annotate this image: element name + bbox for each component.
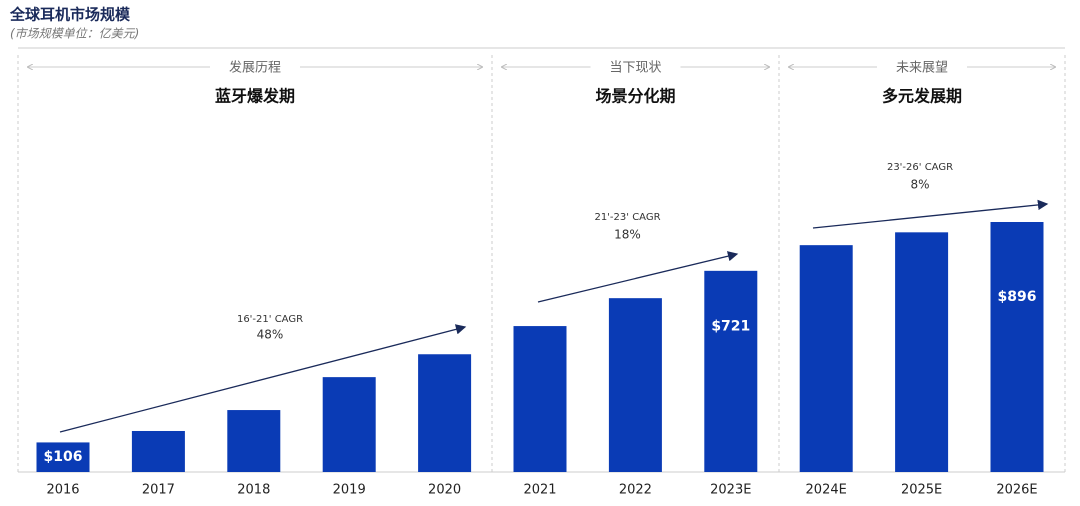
bar [418, 354, 472, 472]
bar [704, 270, 758, 472]
x-tick-label: 2018 [237, 483, 270, 498]
x-tick-label: 2021 [523, 483, 556, 498]
x-tick-label: 2023E [710, 483, 751, 498]
phase-title: 场景分化期 [595, 87, 675, 106]
x-tick-label: 2016 [46, 483, 79, 498]
x-tick-label: 2022 [619, 483, 652, 498]
bar [227, 410, 281, 472]
phase-label: 发展历程 [229, 60, 281, 76]
x-tick-label: 2025E [901, 483, 942, 498]
bar [131, 430, 185, 472]
cagr-arrow [59, 324, 467, 433]
cagr-arrow [537, 251, 739, 303]
bar [513, 326, 567, 472]
value-label: $896 [998, 289, 1037, 305]
cagr-value: 18% [614, 228, 641, 242]
cagr-label: 16'-21' CAGR [237, 314, 303, 325]
bar [990, 222, 1044, 472]
phase-label: 当下现状 [609, 61, 661, 76]
x-tick-label: 2017 [142, 483, 175, 498]
cagr-label: 21'-23' CAGR [594, 212, 660, 223]
cagr-arrow [812, 199, 1049, 229]
bar [322, 377, 376, 472]
x-tick-label: 2026E [996, 483, 1037, 498]
chart-title: 全球耳机市场规模 [9, 6, 131, 24]
bar [895, 232, 949, 472]
x-tick-label: 2024E [806, 483, 847, 498]
bar [799, 245, 853, 472]
cagr-label: 23'-26' CAGR [887, 162, 953, 173]
value-label: $106 [44, 449, 83, 465]
x-tick-label: 2019 [333, 483, 366, 498]
phase-title: 多元发展期 [882, 87, 962, 106]
cagr-value: 48% [257, 328, 284, 342]
x-tick-label: 2020 [428, 483, 461, 498]
chart-subtitle: (市场规模单位：亿美元) [10, 27, 139, 41]
phase-title: 蓝牙爆发期 [215, 87, 295, 106]
phase-label: 未来展望 [896, 60, 948, 76]
bar [36, 442, 90, 472]
bar [608, 298, 662, 472]
value-label: $721 [711, 318, 750, 334]
cagr-value: 8% [910, 178, 929, 192]
